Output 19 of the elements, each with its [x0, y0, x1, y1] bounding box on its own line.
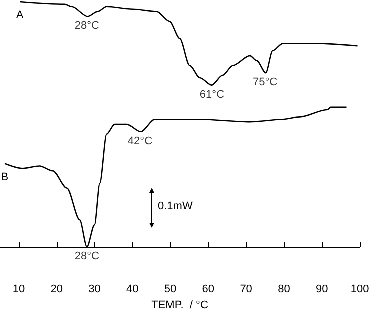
- x-tick-label: 60: [202, 284, 215, 296]
- x-tick-label: 30: [88, 284, 101, 296]
- annotation: 61°C: [200, 88, 225, 101]
- series-label: B: [1, 171, 9, 184]
- x-tick-label: 90: [316, 284, 328, 296]
- x-axis-title: TEMP. / °C: [152, 300, 208, 312]
- x-tick-label: 50: [164, 284, 177, 296]
- x-tick-label: 10: [12, 284, 26, 296]
- annotation: 28°C: [74, 20, 100, 32]
- annotation: 42°C: [128, 135, 153, 148]
- annotation: 28°C: [74, 250, 100, 263]
- annotation: 0.1mW: [158, 200, 194, 212]
- x-tick-label: 20: [50, 284, 63, 296]
- x-tick-label: 40: [126, 284, 139, 296]
- x-tick-label: 70: [240, 284, 252, 296]
- annotation: 75°C: [252, 76, 278, 89]
- series-label: A: [16, 10, 24, 22]
- x-tick-label: 80: [278, 284, 290, 296]
- x-tick-label: 100: [350, 284, 370, 296]
